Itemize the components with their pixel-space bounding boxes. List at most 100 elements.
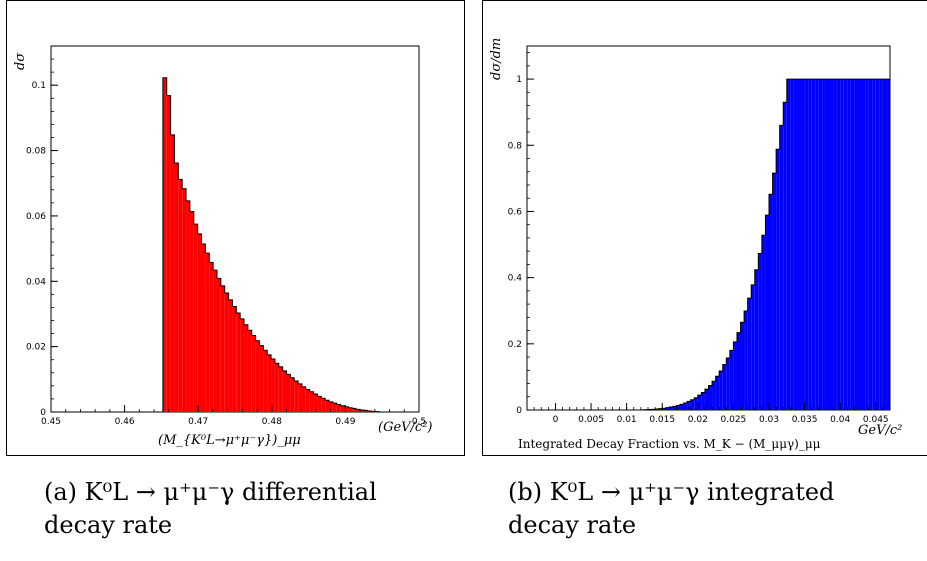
x-tick-label: 0.45 bbox=[41, 417, 61, 427]
histogram-bar bbox=[205, 253, 210, 412]
histogram-bar bbox=[244, 324, 248, 412]
histogram-bar bbox=[829, 79, 834, 410]
y-axis-label: dσ/dm bbox=[489, 38, 504, 80]
histogram-bar bbox=[348, 407, 353, 412]
y-tick-label: 1 bbox=[516, 75, 522, 85]
histogram-bar bbox=[868, 79, 873, 410]
y-tick-label: 0.04 bbox=[26, 277, 46, 287]
histogram-bar bbox=[313, 394, 318, 412]
histogram-bar bbox=[825, 79, 830, 410]
histogram-bar bbox=[209, 262, 214, 412]
y-tick-label: 0.08 bbox=[26, 147, 46, 157]
histogram-bar bbox=[359, 410, 364, 412]
histogram-bar bbox=[665, 407, 670, 410]
histogram-bar bbox=[786, 79, 791, 410]
y-tick-label: 0.1 bbox=[32, 81, 46, 91]
histogram-bar bbox=[224, 293, 229, 412]
histogram-bar bbox=[259, 345, 264, 412]
histogram-bar bbox=[683, 403, 688, 410]
histogram-bar bbox=[797, 79, 802, 410]
histogram-bar bbox=[166, 95, 171, 413]
histogram-bar bbox=[178, 179, 183, 412]
histogram-bar bbox=[662, 408, 666, 410]
histogram-bar bbox=[754, 269, 759, 410]
x-tick-label: 0 bbox=[553, 415, 559, 425]
y-tick-label: 0 bbox=[516, 406, 522, 416]
histogram-bar bbox=[811, 79, 816, 410]
histogram-bar bbox=[779, 125, 784, 410]
x-tick-label: 0.005 bbox=[578, 415, 604, 425]
histogram-bar bbox=[247, 330, 252, 412]
histogram-bar bbox=[747, 298, 752, 410]
x-axis-label: (M_{K⁰L→μ⁺μ⁻γ})_μμ bbox=[158, 433, 301, 448]
y-axis-label: dσ bbox=[13, 52, 28, 70]
histogram-bar bbox=[340, 405, 345, 412]
histogram-bar bbox=[213, 270, 217, 412]
histogram-bar bbox=[240, 318, 245, 412]
x-axis-unit: GeV/c² bbox=[858, 423, 902, 438]
histogram-bar bbox=[282, 370, 287, 412]
histogram-bar bbox=[263, 350, 268, 412]
x-tick-label: 0.01 bbox=[617, 415, 637, 425]
histogram-bar bbox=[301, 386, 306, 412]
x-tick-label: 0.045 bbox=[863, 415, 889, 425]
x-axis-label: Integrated Decay Fraction vs. M_K − (M_μ… bbox=[518, 437, 821, 451]
histogram-bar bbox=[278, 366, 283, 412]
histogram-bar bbox=[329, 401, 333, 412]
histogram-bar bbox=[271, 359, 275, 412]
panel-frame bbox=[482, 0, 927, 456]
histogram-bar bbox=[726, 358, 730, 410]
histogram-bar bbox=[317, 396, 322, 412]
histogram-bar bbox=[228, 299, 233, 412]
histogram-bar bbox=[186, 200, 190, 412]
histogram-bar bbox=[687, 401, 691, 410]
histogram-bar bbox=[174, 162, 179, 412]
y-tick-label: 0.06 bbox=[26, 212, 46, 222]
histogram-bar bbox=[220, 285, 225, 412]
histogram-bar bbox=[669, 407, 673, 410]
y-tick-label: 0.8 bbox=[508, 141, 523, 151]
x-tick-label: 0.04 bbox=[830, 415, 850, 425]
histogram-bar bbox=[719, 370, 723, 410]
histogram-bar bbox=[886, 79, 890, 410]
caption-b: (b) K⁰L → μ⁺μ⁻γ integrated decay rate bbox=[508, 478, 835, 539]
histogram-bar bbox=[875, 79, 880, 410]
histogram-bar bbox=[232, 306, 237, 412]
y-tick-label: 0.02 bbox=[26, 343, 46, 353]
histogram-bar bbox=[808, 79, 812, 410]
histogram-bar bbox=[298, 383, 302, 412]
histogram-bar bbox=[783, 102, 787, 410]
histogram-bar bbox=[672, 406, 677, 410]
histogram-bar bbox=[325, 400, 330, 412]
histogram-bar bbox=[751, 284, 755, 410]
histogram-bar bbox=[765, 215, 769, 410]
histogram-bar bbox=[793, 79, 798, 410]
y-tick-label: 0.6 bbox=[508, 207, 523, 217]
histogram-bar bbox=[861, 79, 866, 410]
histogram-bar bbox=[251, 335, 256, 412]
histogram-bar bbox=[336, 404, 341, 412]
histogram-bar bbox=[236, 312, 241, 412]
histogram-bar bbox=[694, 397, 698, 410]
panel-integrated-decay-rate: 0 0.005 0.01 0.015 0.02 0.025 0.03 0.035 0.04 0.0… bbox=[482, 0, 927, 457]
histogram-bar bbox=[882, 79, 887, 410]
histogram-bar bbox=[332, 403, 337, 412]
histogram-bar bbox=[854, 79, 858, 410]
histogram-bar bbox=[815, 79, 819, 410]
histogram-bar bbox=[776, 149, 780, 410]
histogram-bar bbox=[704, 389, 709, 410]
histogram-bar bbox=[857, 79, 862, 410]
histogram-bar bbox=[344, 406, 349, 412]
histogram-bar bbox=[321, 398, 326, 412]
histogram-bar bbox=[690, 399, 695, 410]
x-axis-unit: (GeV/c²) bbox=[378, 420, 432, 435]
histogram-bar bbox=[286, 374, 291, 412]
histogram-bar bbox=[309, 391, 314, 412]
x-tick-label: 0.02 bbox=[688, 415, 708, 425]
caption-a: (a) K⁰L → μ⁺μ⁻γ differential decay rate bbox=[44, 478, 377, 539]
histogram-bar bbox=[305, 389, 310, 412]
histogram-bar bbox=[170, 134, 175, 412]
histogram-bar bbox=[189, 211, 194, 412]
histogram-bar bbox=[162, 77, 167, 412]
histogram-bar bbox=[255, 340, 260, 412]
